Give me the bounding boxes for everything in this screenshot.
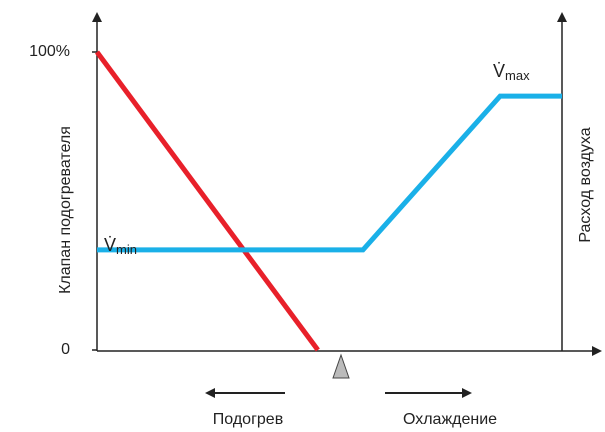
setpoint-marker	[332, 353, 350, 379]
annotation-symbol: V̇	[493, 61, 505, 81]
data-line	[97, 93, 562, 253]
y2-axis-label: Расход воздуха	[577, 127, 594, 242]
y-axis-label: Клапан подогревателя	[57, 126, 74, 294]
direction-label: Охлаждение	[403, 411, 497, 428]
annotation: V̇min	[104, 235, 137, 258]
y-tick-label: 0	[61, 341, 70, 358]
direction-label: Подогрев	[213, 411, 283, 428]
annotation-symbol: V̇	[104, 235, 116, 255]
annotation: V̇max	[493, 61, 530, 84]
y-tick-label: 100%	[29, 43, 70, 60]
annotation-subscript: max	[505, 68, 530, 83]
data-line	[94, 50, 320, 352]
annotation-subscript: min	[116, 242, 137, 257]
